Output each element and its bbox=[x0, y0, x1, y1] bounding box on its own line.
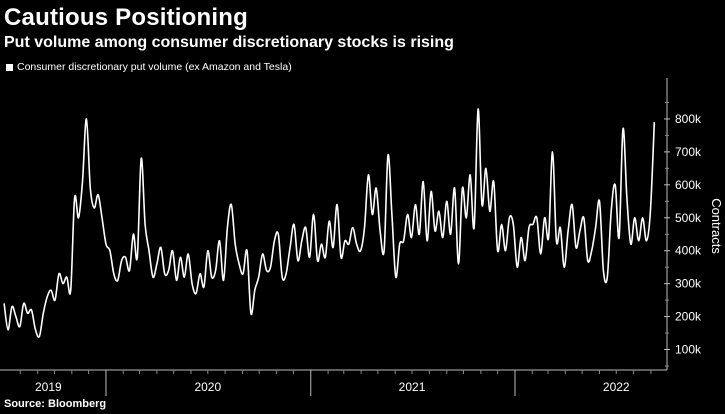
x-tick-label: 2019 bbox=[35, 380, 62, 394]
x-tick-label: 2021 bbox=[399, 380, 426, 394]
y-tick-label: 300k bbox=[675, 277, 702, 291]
y-tick-label: 400k bbox=[675, 244, 702, 258]
y-axis: 100k 200k 300k 400k 500k 600k 700k 800k bbox=[664, 78, 702, 370]
x-axis: 2019 2020 2021 2022 bbox=[0, 369, 667, 396]
x-tick-label: 2022 bbox=[603, 380, 630, 394]
series-line bbox=[3, 108, 656, 338]
chart-legend: Consumer discretionary put volume (ex Am… bbox=[6, 61, 292, 73]
source-note: Source: Bloomberg bbox=[4, 398, 107, 410]
y-tick-label: 200k bbox=[675, 310, 702, 324]
legend-swatch bbox=[6, 63, 13, 71]
y-axis-title: Contracts bbox=[709, 198, 724, 254]
y-tick-label: 500k bbox=[675, 211, 702, 225]
y-tick-label: 100k bbox=[675, 343, 702, 357]
y-tick-label: 800k bbox=[675, 112, 702, 126]
chart-title: Cautious Positioning bbox=[4, 4, 248, 31]
x-tick-label: 2020 bbox=[194, 380, 221, 394]
y-tick-label: 700k bbox=[675, 145, 702, 159]
legend-label: Consumer discretionary put volume (ex Am… bbox=[17, 61, 292, 73]
chart-subtitle: Put volume among consumer discretionary … bbox=[4, 34, 454, 51]
series-layer bbox=[3, 108, 656, 338]
y-tick-label: 600k bbox=[675, 178, 702, 192]
